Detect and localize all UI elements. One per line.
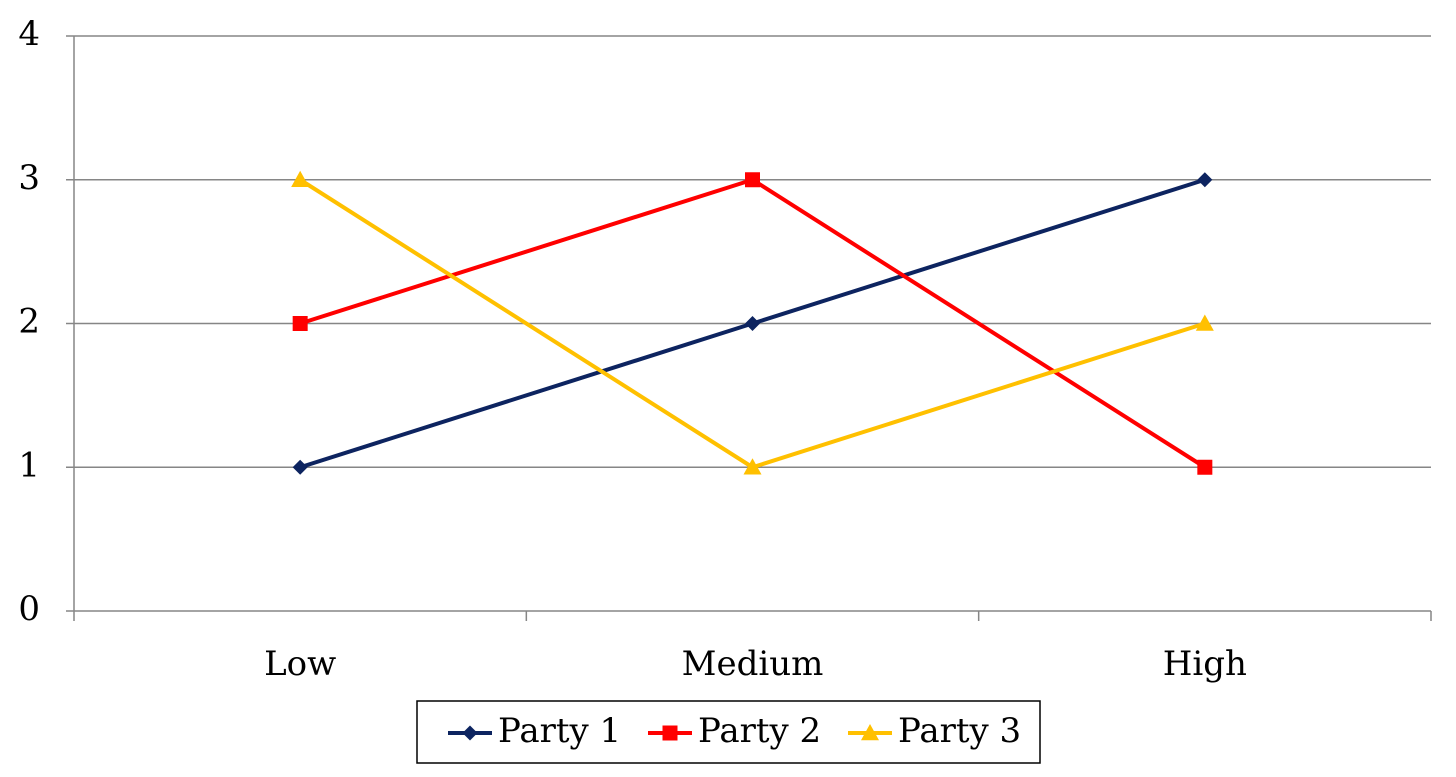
series-3 (291, 170, 1214, 475)
data-point (292, 459, 308, 475)
data-point (1195, 314, 1214, 331)
legend-item: Party 1 (448, 711, 621, 751)
data-point (745, 316, 760, 331)
legend-label: Party 1 (498, 711, 621, 751)
y-tick-label: 4 (18, 14, 40, 54)
data-point (1197, 172, 1213, 188)
legend-label: Party 3 (898, 711, 1021, 751)
data-point (291, 170, 310, 187)
x-tick-label: High (1163, 644, 1247, 684)
series (291, 170, 1214, 475)
data-point (743, 458, 762, 475)
legend-marker (662, 725, 678, 741)
legend-label: Party 2 (698, 711, 821, 751)
legend-box (416, 700, 1041, 764)
legend: Party 1 Party 2 Party 3 (416, 700, 1041, 764)
y-tick-label: 2 (18, 302, 40, 342)
data-point (292, 316, 308, 331)
gridlines (74, 35, 1431, 468)
data-point (1197, 459, 1213, 475)
x-tick-labels: Low Medium High (264, 644, 1247, 684)
legend-item: Party 3 (848, 711, 1021, 751)
legend-marker (861, 724, 879, 741)
axes (66, 35, 1432, 621)
y-tick-label: 1 (18, 445, 40, 485)
y-tick-labels: 0 1 2 3 4 (18, 14, 40, 629)
y-tick-label: 3 (18, 158, 40, 198)
y-tick-label: 0 (18, 589, 40, 629)
x-tick-label: Low (264, 644, 336, 684)
x-tick-label: Medium (682, 644, 824, 684)
legend-item: Party 2 (648, 711, 821, 751)
series-1 (292, 172, 1213, 475)
legend-marker (462, 725, 478, 741)
data-point (745, 172, 760, 188)
